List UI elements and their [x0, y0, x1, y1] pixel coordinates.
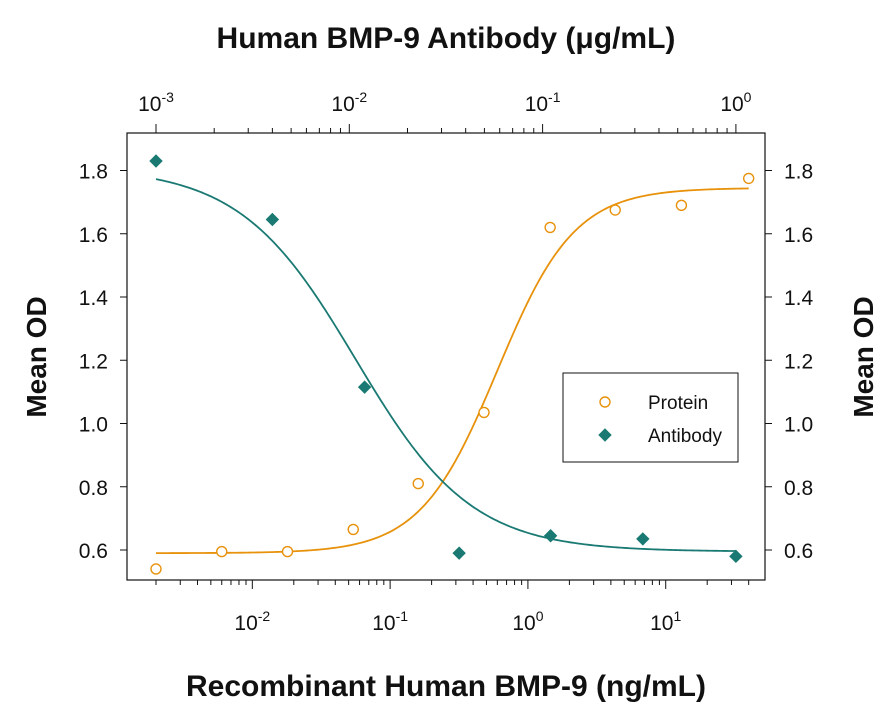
- top-axis-title: Human BMP-9 Antibody (μg/mL): [217, 22, 676, 55]
- protein-data-point: [216, 545, 228, 558]
- y-tick-label-right: 0.8: [784, 477, 813, 500]
- protein-data-point: [347, 523, 359, 536]
- top-axis-ticks: 10-3 10-2 10-1 100: [138, 89, 752, 133]
- antibody-data-point: [149, 154, 163, 168]
- legend-protein-marker: [599, 396, 611, 408]
- data-markers: [149, 154, 755, 575]
- y-axis-title-right: Mean OD: [848, 296, 879, 417]
- legend: Protein Antibody: [562, 372, 739, 463]
- y-tick-label-right: 1.4: [784, 287, 814, 310]
- legend-label-antibody: Antibody: [648, 426, 722, 447]
- top-tick-label: 10-1: [525, 89, 561, 116]
- plot-frame: [126, 132, 766, 581]
- bottom-tick-label: 10-1: [372, 608, 408, 635]
- antibody-data-point: [452, 546, 466, 560]
- antibody-data-point: [636, 532, 650, 546]
- y-axis-ticks: 0.6 0.6 0.8 0.8 1.0 1.0 1.2 1.2 1.4 1.4 1.6 1.6 1.8 1…: [79, 161, 814, 564]
- protein-data-point: [675, 199, 688, 211]
- antibody-data-point: [357, 380, 372, 394]
- bottom-axis-title: Recombinant Human BMP-9 (ng/mL): [186, 670, 706, 703]
- y-tick-label-left: 1.2: [79, 350, 108, 373]
- y-tick-label-right: 1.8: [784, 161, 813, 184]
- antibody-fit-curve: [155, 178, 736, 552]
- bottom-tick-label: 100: [512, 608, 543, 635]
- top-tick-label: 100: [720, 89, 751, 116]
- y-tick-label-left: 0.6: [79, 540, 108, 563]
- antibody-data-point: [543, 529, 558, 543]
- y-axis-title-left: Mean OD: [21, 296, 52, 417]
- legend-marker-protein: [599, 396, 611, 408]
- fit-curves: [155, 178, 749, 555]
- protein-data-point: [281, 545, 294, 558]
- protein-data-point: [478, 406, 490, 419]
- bottom-tick-label: 101: [650, 608, 681, 635]
- y-tick-label-right: 1.6: [784, 224, 813, 247]
- antibody-data-point: [729, 549, 743, 564]
- top-tick-label: 10-2: [331, 89, 367, 116]
- legend-marker-antibody: [598, 428, 612, 442]
- y-tick-label-right: 0.6: [784, 540, 813, 563]
- legend-box: [562, 372, 739, 463]
- bottom-axis-ticks: 10-2 10-1 100 101: [155, 580, 750, 635]
- protein-fit-curve: [156, 187, 749, 555]
- y-tick-label-left: 1.4: [79, 287, 109, 310]
- y-tick-label-left: 1.6: [79, 224, 108, 247]
- antibody-data-point: [265, 212, 280, 227]
- protein-data-point: [742, 172, 755, 185]
- protein-data-point: [412, 477, 424, 490]
- protein-data-point: [544, 221, 556, 234]
- legend-label-protein: Protein: [648, 393, 708, 414]
- legend-antibody-marker: [598, 428, 612, 442]
- y-tick-label-left: 1.8: [79, 161, 108, 184]
- y-tick-label-right: 1.2: [784, 350, 813, 373]
- y-tick-label-left: 0.8: [79, 477, 108, 500]
- y-tick-label-left: 1.0: [79, 414, 108, 437]
- bottom-tick-label: 10-2: [234, 608, 270, 635]
- y-tick-label-right: 1.0: [784, 414, 813, 437]
- protein-data-point: [150, 563, 162, 575]
- top-tick-label: 10-3: [138, 89, 174, 116]
- protein-data-point: [609, 204, 621, 216]
